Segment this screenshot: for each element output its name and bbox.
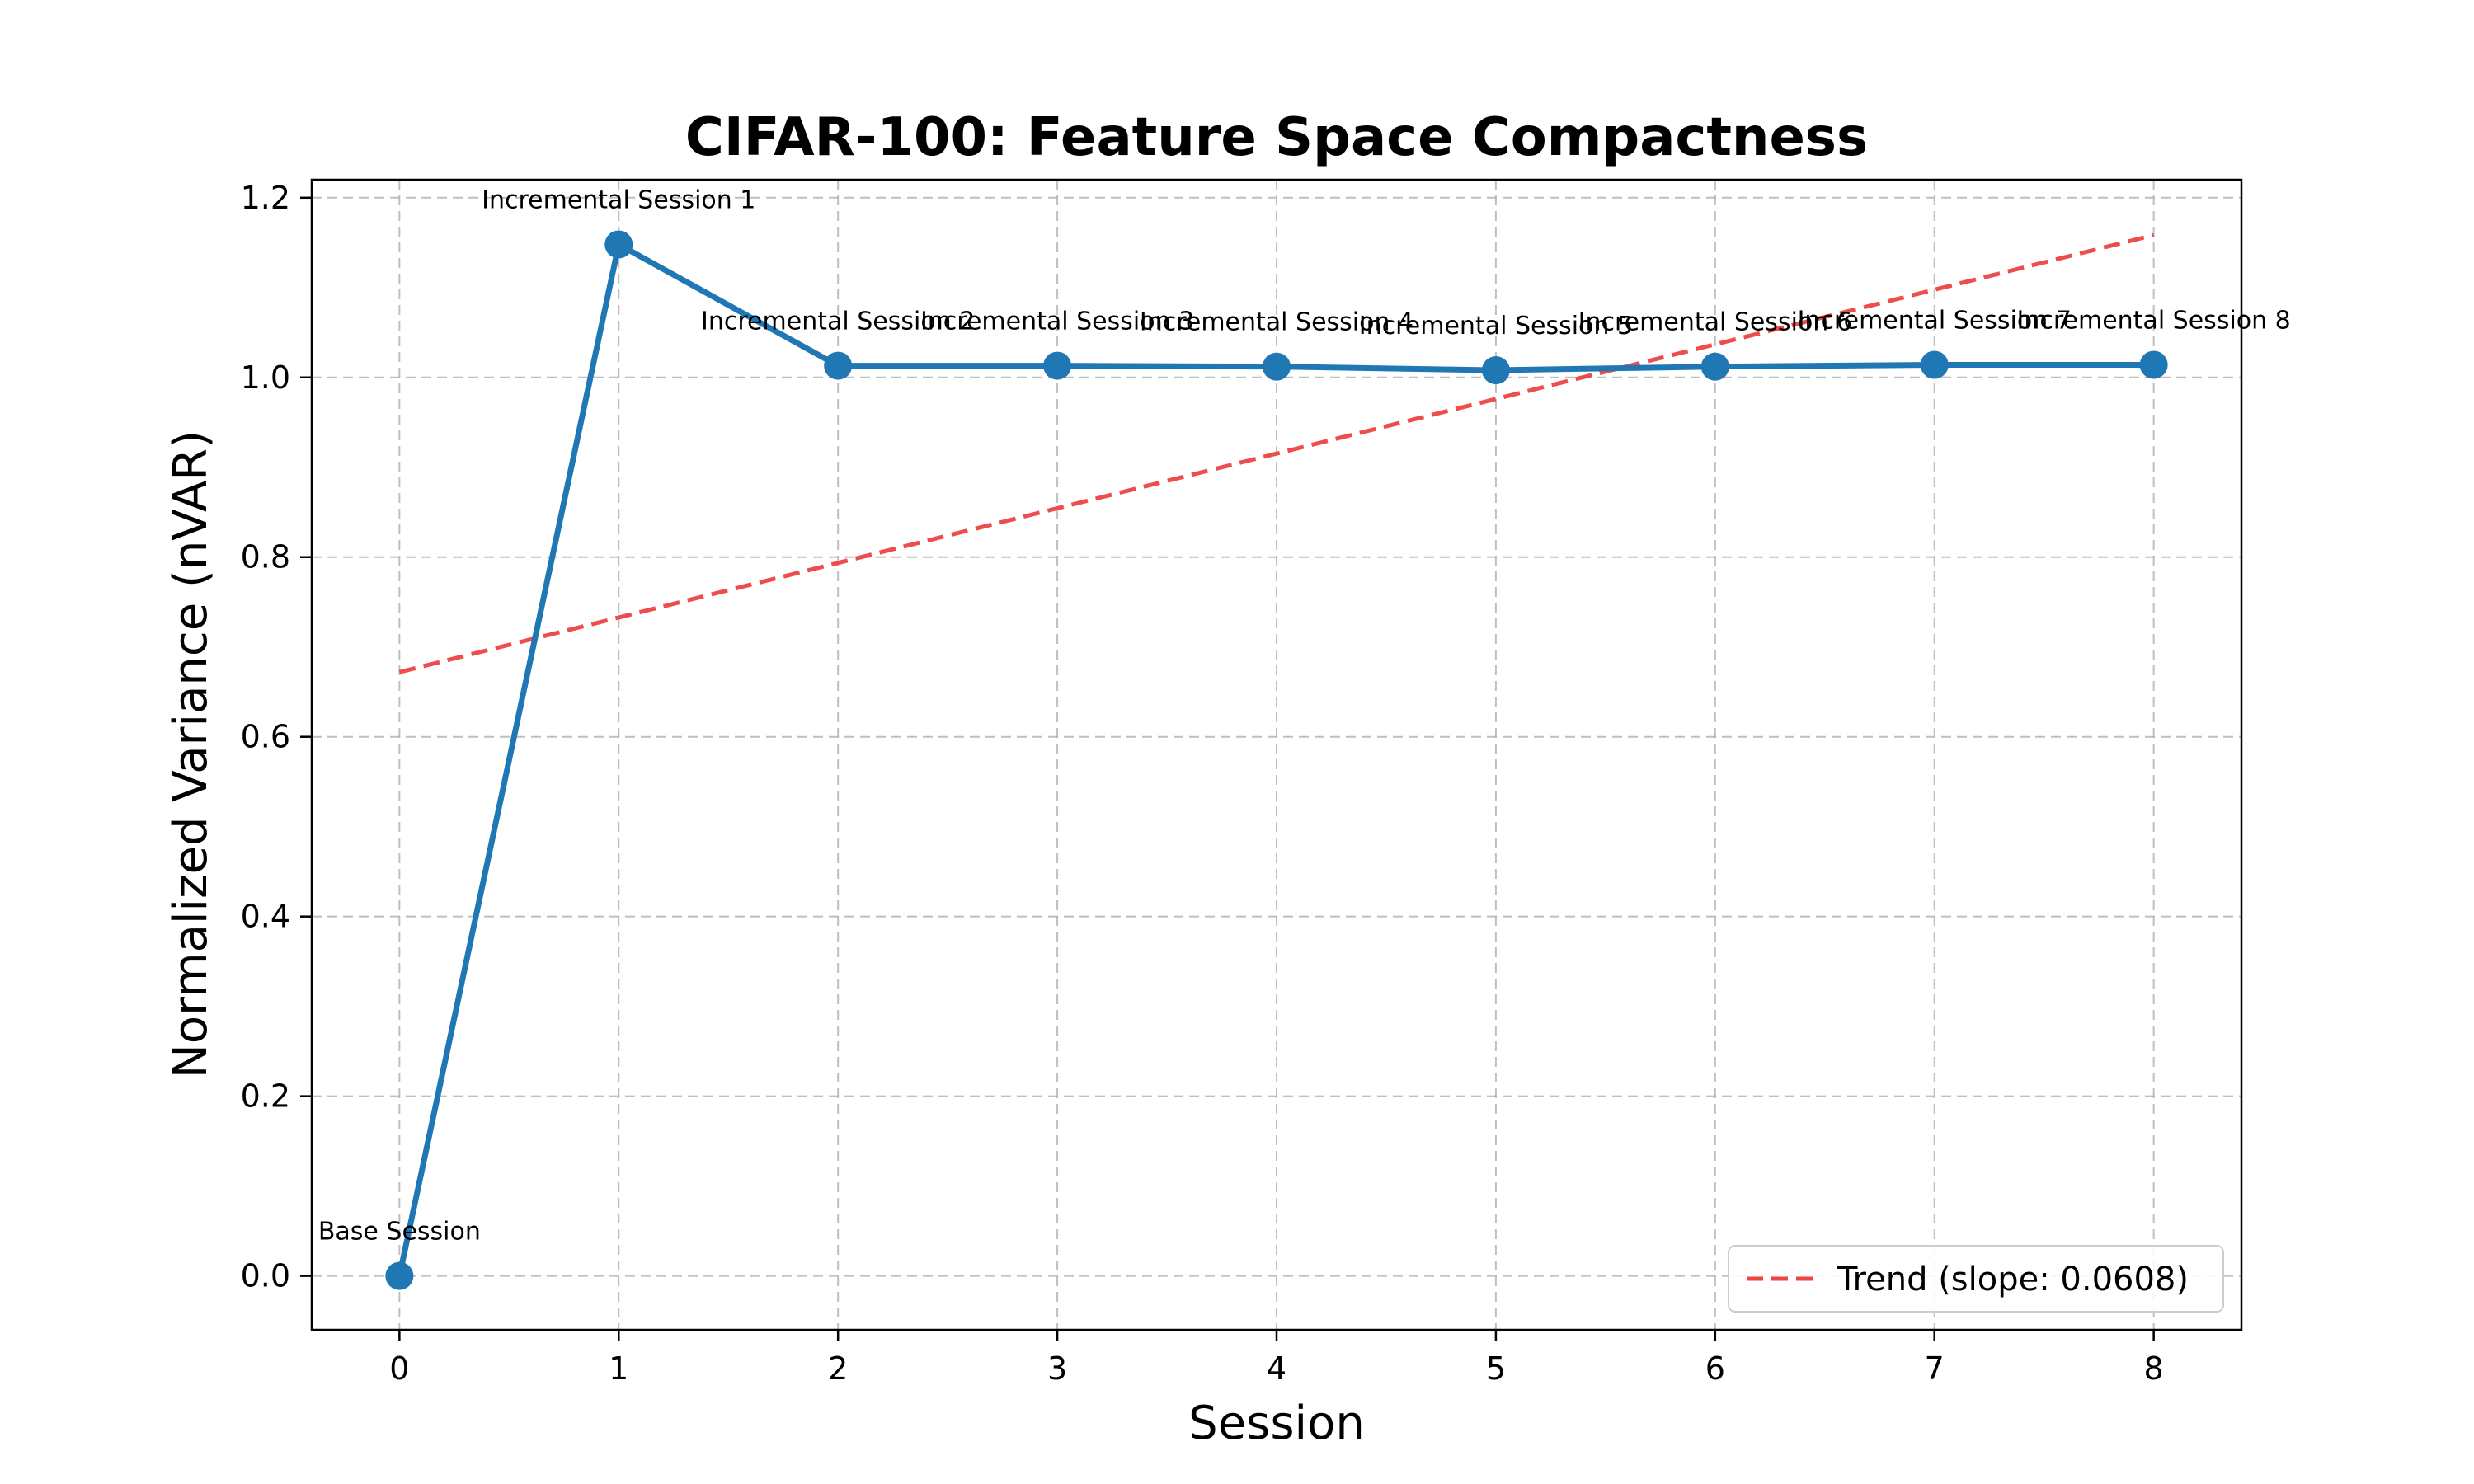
nvar-data-point <box>1700 352 1729 381</box>
y-tick-label: 1.0 <box>241 359 290 396</box>
y-tick-label: 1.2 <box>241 180 290 216</box>
x-tick-label: 7 <box>1925 1350 1945 1387</box>
point-annotation: Incremental Session 6 <box>1578 308 1852 337</box>
y-axis-label: Normalized Variance (nVAR) <box>164 430 218 1078</box>
x-tick-label: 0 <box>389 1350 409 1387</box>
x-tick-label: 5 <box>1486 1350 1506 1387</box>
y-tick-label: 0.2 <box>241 1078 290 1115</box>
x-tick-label: 2 <box>828 1350 848 1387</box>
point-annotation: Incremental Session 3 <box>920 308 1194 336</box>
point-annotation: Base Session <box>318 1218 481 1247</box>
point-annotation: Incremental Session 1 <box>482 186 755 214</box>
chart-title: CIFAR-100: Feature Space Compactness <box>685 107 1868 168</box>
nvar-data-point <box>1481 356 1510 385</box>
x-tick-label: 4 <box>1267 1350 1286 1387</box>
trend-line <box>398 232 2155 674</box>
x-tick-label: 3 <box>1047 1350 1067 1387</box>
y-tick-label: 0.8 <box>241 539 290 575</box>
point-annotation: Incremental Session 5 <box>1359 312 1633 340</box>
legend-trend-label: Trend (slope: 0.0608) <box>1837 1261 2189 1298</box>
point-annotation: Incremental Session 4 <box>1140 308 1413 337</box>
nvar-data-point <box>604 230 633 259</box>
x-axis-label: Session <box>1188 1397 1365 1450</box>
x-tick-label: 1 <box>609 1350 628 1387</box>
nvar-data-point <box>1263 352 1291 381</box>
point-annotation: Incremental Session 8 <box>2016 307 2290 336</box>
nvar-data-point <box>2139 350 2168 379</box>
point-annotation: Incremental Session 7 <box>1798 307 2072 336</box>
nvar-data-point <box>1920 350 1949 379</box>
y-tick-label: 0.0 <box>241 1258 290 1294</box>
y-tick-label: 0.4 <box>241 899 290 935</box>
legend-box <box>1728 1245 2224 1313</box>
nvar-data-point <box>824 351 853 380</box>
point-annotation: Incremental Session 2 <box>701 308 975 336</box>
nvar-data-point <box>1043 351 1072 380</box>
nvar-data-point <box>385 1261 414 1290</box>
y-tick-label: 0.6 <box>241 719 290 755</box>
x-tick-label: 6 <box>1705 1350 1725 1387</box>
x-tick-label: 8 <box>2144 1350 2164 1387</box>
